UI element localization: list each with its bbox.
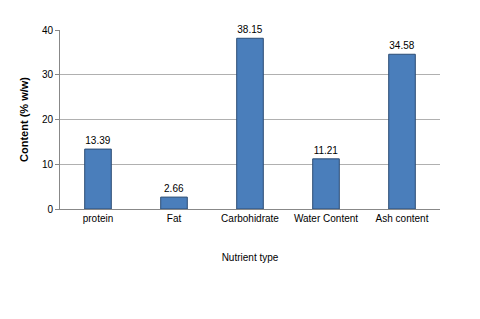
svg-text:Fat: Fat bbox=[167, 213, 182, 224]
svg-text:Content (% w/w): Content (% w/w) bbox=[18, 77, 30, 162]
svg-text:Water Content: Water Content bbox=[294, 213, 358, 224]
svg-text:38.15: 38.15 bbox=[237, 24, 262, 35]
svg-text:2.66: 2.66 bbox=[164, 183, 184, 194]
svg-text:Nutrient type: Nutrient type bbox=[222, 252, 279, 263]
svg-text:20: 20 bbox=[42, 114, 54, 125]
svg-text:40: 40 bbox=[42, 25, 54, 36]
svg-text:13.39: 13.39 bbox=[85, 135, 110, 146]
svg-text:0: 0 bbox=[47, 204, 53, 215]
svg-text:34.58: 34.58 bbox=[389, 40, 414, 51]
svg-text:Carbohidrate: Carbohidrate bbox=[221, 213, 279, 224]
svg-text:30: 30 bbox=[42, 69, 54, 80]
svg-text:10: 10 bbox=[42, 159, 54, 170]
svg-text:protein: protein bbox=[83, 213, 114, 224]
svg-text:11.21: 11.21 bbox=[314, 145, 339, 156]
svg-text:Ash content: Ash content bbox=[376, 213, 429, 224]
